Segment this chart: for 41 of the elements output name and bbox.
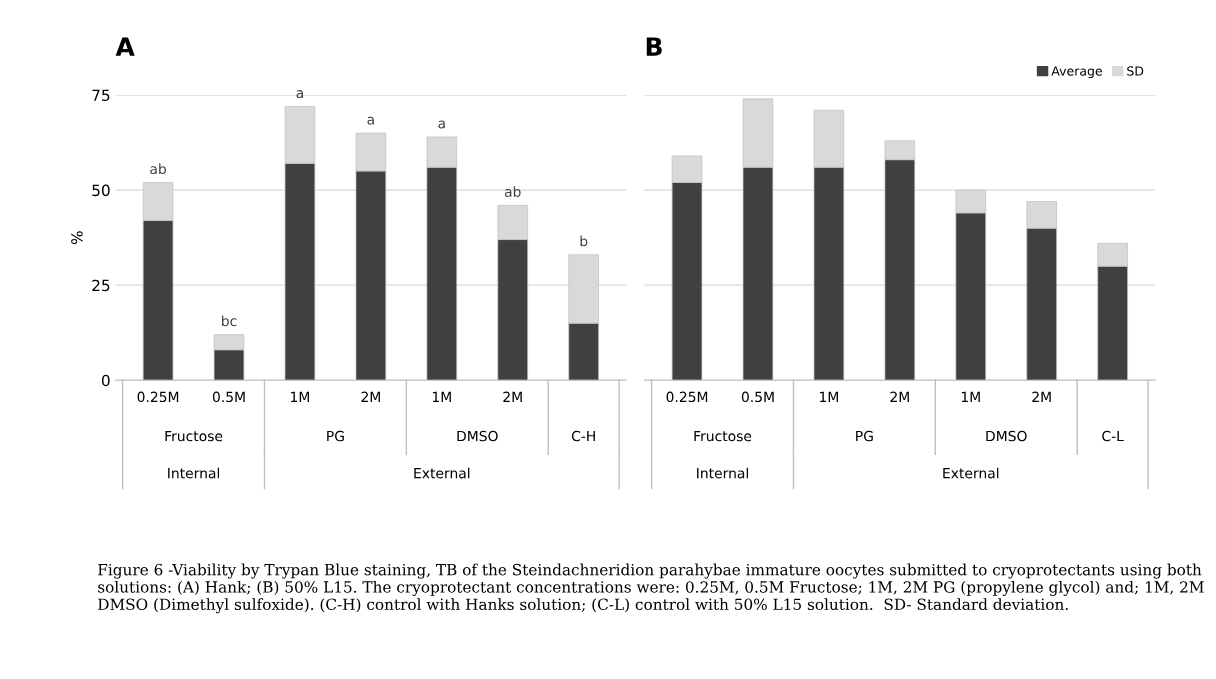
x-tick-label: 1M — [432, 391, 451, 402]
text: Internal — [697, 467, 748, 479]
chart-title: B — [646, 37, 662, 56]
x-tick-label: 0.5M — [212, 391, 245, 403]
text: External — [943, 467, 999, 479]
x-tick-label: 2M — [890, 391, 909, 402]
text: DMSO — [457, 430, 498, 442]
y-tick-label: 50 — [92, 184, 110, 197]
text: C-L — [1102, 430, 1124, 442]
text: Fructose — [165, 430, 223, 442]
data-label: a — [367, 116, 374, 125]
data-label: a — [438, 120, 445, 129]
x-tick-label: 2M — [1032, 391, 1051, 402]
text: Internal — [168, 467, 220, 479]
x-tick-label: 2M — [361, 391, 380, 402]
data-label: ab — [504, 186, 521, 197]
text: PG — [327, 430, 344, 442]
data-label: b — [580, 235, 588, 247]
x-tick-label: 1M — [291, 391, 309, 402]
y-tick-label: 0 — [101, 374, 110, 387]
legend-label: Average — [1051, 66, 1102, 79]
x-tick-label: 0.25M — [666, 391, 708, 403]
y-tick-label: 75 — [92, 89, 110, 102]
x-tick-label: 2M — [503, 391, 522, 402]
y-axis-title: % — [71, 231, 83, 245]
text: PG — [856, 430, 873, 442]
x-tick-label: 0.25M — [137, 391, 179, 403]
x-tick-label: 1M — [820, 391, 838, 402]
text: External — [414, 467, 470, 479]
text: C-H — [571, 430, 595, 442]
caption: Figure 6 -Viability by Trypan Blue staining, TB of the Steindachneridion parahybae immature oocytes submitted to cryoprotectants using both solutions: (A) Hank; (B) 50% L15. The cryoprotectant concentrations were: 0.25M, 0.5M Fructose; 1M, 2M PG (propylene glycol) and; 1M, 2M DMSO (Dimethyl sulfoxide). (C-H) control with Hanks solution; (C-L) control with 50% L15 solution. SD- Standard deviation. — [98, 563, 1204, 614]
chart-title: A — [115, 37, 135, 56]
text: Fructose — [694, 430, 752, 442]
data-label: a — [296, 90, 303, 99]
x-tick-label: 0.5M — [741, 391, 774, 403]
x-tick-label: 1M — [961, 391, 980, 402]
data-label: ab — [150, 163, 166, 175]
text: DMSO — [986, 430, 1027, 442]
data-label: bc — [222, 315, 237, 327]
legend-label: SD — [1127, 66, 1144, 76]
y-tick-label: 25 — [92, 279, 110, 292]
